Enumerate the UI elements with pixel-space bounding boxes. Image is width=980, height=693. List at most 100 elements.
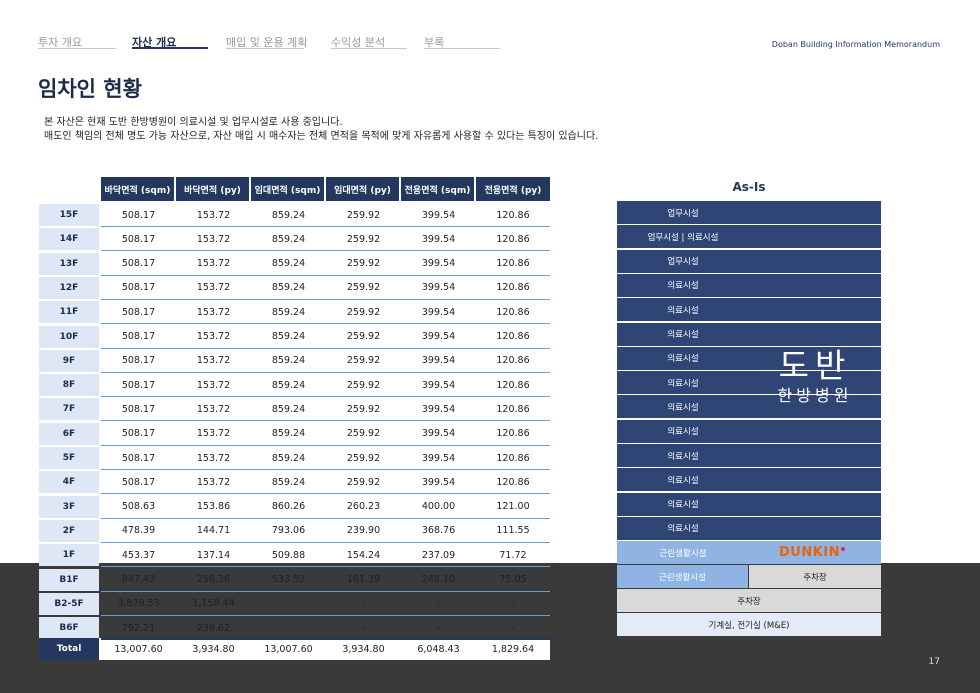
table-cell: 259.92 [346,355,381,367]
row-divider [101,614,550,616]
floor-use-label: 의료시설 [667,305,699,316]
floor-use-label: 의료시설 [667,500,699,511]
table-cell: - [361,622,366,634]
floor-use-label: 업무시설 [667,257,699,268]
floor-row-header: 1F [39,544,99,567]
table-cell: 71.72 [499,549,527,561]
table-cell: 259.92 [346,403,381,415]
floor-row-header: 3F [39,495,99,518]
total-divider [101,638,550,640]
table-cell: 859.24 [271,403,306,415]
floor-row-header: 14F [39,228,99,251]
table-cell: 259.92 [346,476,381,488]
floor-use-label: 의료시설 [667,524,699,535]
row-divider [101,517,550,519]
table-cell: 399.54 [421,476,456,488]
floor-block: 의료시설 [617,492,881,516]
table-cell: 859.24 [271,428,306,440]
table-cell: 120.86 [496,209,530,221]
table-cell: 259.92 [346,452,381,464]
table-cell: 1,158.44 [192,598,235,610]
table-cell: - [511,622,515,634]
table-row: 9F 508.17 153.72 859.24 259.92 399.54 120.86 [39,349,550,373]
floor-use-label: 업무시설 [667,208,699,219]
table-row: 7F 508.17 153.72 859.24 259.92 399.54 120.86 [39,397,550,422]
dunkin-logo: DUNKIN [779,541,846,564]
row-divider [101,323,550,325]
table-cell: 399.54 [421,282,456,294]
table-cell: - [286,622,291,634]
table-cell: 259.92 [346,209,381,221]
table-cell: 399.54 [421,209,456,221]
tab-asset-overview[interactable]: 자산 개요 [132,36,177,49]
tab-profitability[interactable]: 수익성 분석 [331,36,386,49]
table-cell: 260.23 [346,501,381,513]
table-cell: 111.55 [496,525,530,537]
table-cell: 399.54 [421,452,456,464]
tab-investment-overview[interactable]: 투자 개요 [38,36,82,49]
column-header: 바닥면적 (py) [176,177,249,201]
floor-use-label: 의료시설 [667,475,699,486]
floor-row-header: 12F [39,276,99,299]
table-cell: 121.00 [496,501,530,513]
column-header: 임대면적 (sqm) [251,177,324,201]
row-divider [101,493,550,495]
table-cell: 153.72 [196,476,231,488]
table-cell: - [361,598,366,610]
memorandum-title: Doban Building Information Memorandum [771,40,940,49]
table-cell: 153.86 [196,501,231,513]
table-cell: 259.92 [346,282,381,294]
table-cell: 120.86 [496,452,530,464]
tab-appendix[interactable]: 부록 [424,36,445,49]
floor-row-header: B6F [39,617,99,640]
floor-row-header: B1F [39,568,99,591]
table-cell: 508.17 [121,428,156,440]
table-cell: 120.86 [496,355,530,367]
floor-block-b2-b5: 주차장 [617,589,881,612]
row-divider [101,274,550,276]
floor-use-label: 의료시설 [667,330,699,340]
table-cell: 509.88 [271,549,306,561]
table-cell: 859.24 [271,476,306,488]
table-row: B2-5F 3,829.53 1,158.44 - - - - [39,592,550,616]
table-cell: 399.54 [421,403,456,415]
table-row: B1F 847.43 256.36 533.52 161.39 248.10 75.05 [39,568,550,592]
table-cell: 153.72 [196,282,231,294]
table-cell: 161.39 [346,574,381,585]
table-row: 15F 508.17 153.72 859.24 259.92 399.54 120.86 [39,203,550,227]
table-cell: - [436,598,441,610]
table-cell: 453.37 [121,549,156,561]
floor-block: 의료시설 [617,395,881,419]
row-divider [101,347,550,349]
tab-underline-active [132,47,208,49]
column-header: 전용면적 (py) [476,177,550,201]
table-cell: 400.00 [421,501,456,513]
table-cell: 153.72 [196,331,231,342]
table-row: 13F 508.17 153.72 859.24 259.92 399.54 120.86 [39,252,550,276]
table-cell: 239.62 [196,622,231,634]
table-row: B6F 792.21 239.62 - - - - [39,616,550,641]
floor-row-header: 15F [39,204,99,226]
table-cell: 120.86 [496,282,530,294]
tab-acquisition-plan[interactable]: 매입 및 운용 계획 [226,36,308,49]
floor-use-label: 의료시설 [667,427,699,438]
hospital-subtitle: 한방병원 [777,386,853,405]
table-row: 6F 508.17 153.72 859.24 259.92 399.54 120.86 [39,422,550,446]
table-cell: 153.72 [196,403,231,415]
table-cell: 859.24 [271,379,306,391]
page-number: 17 [928,657,940,667]
table-cell: 508.17 [121,355,156,367]
table-cell: 75.05 [499,574,527,585]
table-row: 3F 508.63 153.86 860.26 260.23 400.00 121.00 [39,495,550,519]
floor-use-label: 근린생활시설 [659,548,707,559]
table-row: 1F 453.37 137.14 509.88 154.24 237.09 71.72 [39,543,550,568]
floor-row-header: 9F [39,349,99,372]
floor-use-label: 의료시설 [667,281,699,292]
floor-block-b6: 기계실, 전기실 (M&E) [617,613,881,636]
floor-row-header: 8F [39,374,99,397]
table-cell: 120.86 [496,331,530,342]
table-cell: 793.06 [271,525,306,537]
table-cell: 860.26 [271,501,306,513]
total-label: Total [39,638,99,660]
row-divider [101,371,550,373]
